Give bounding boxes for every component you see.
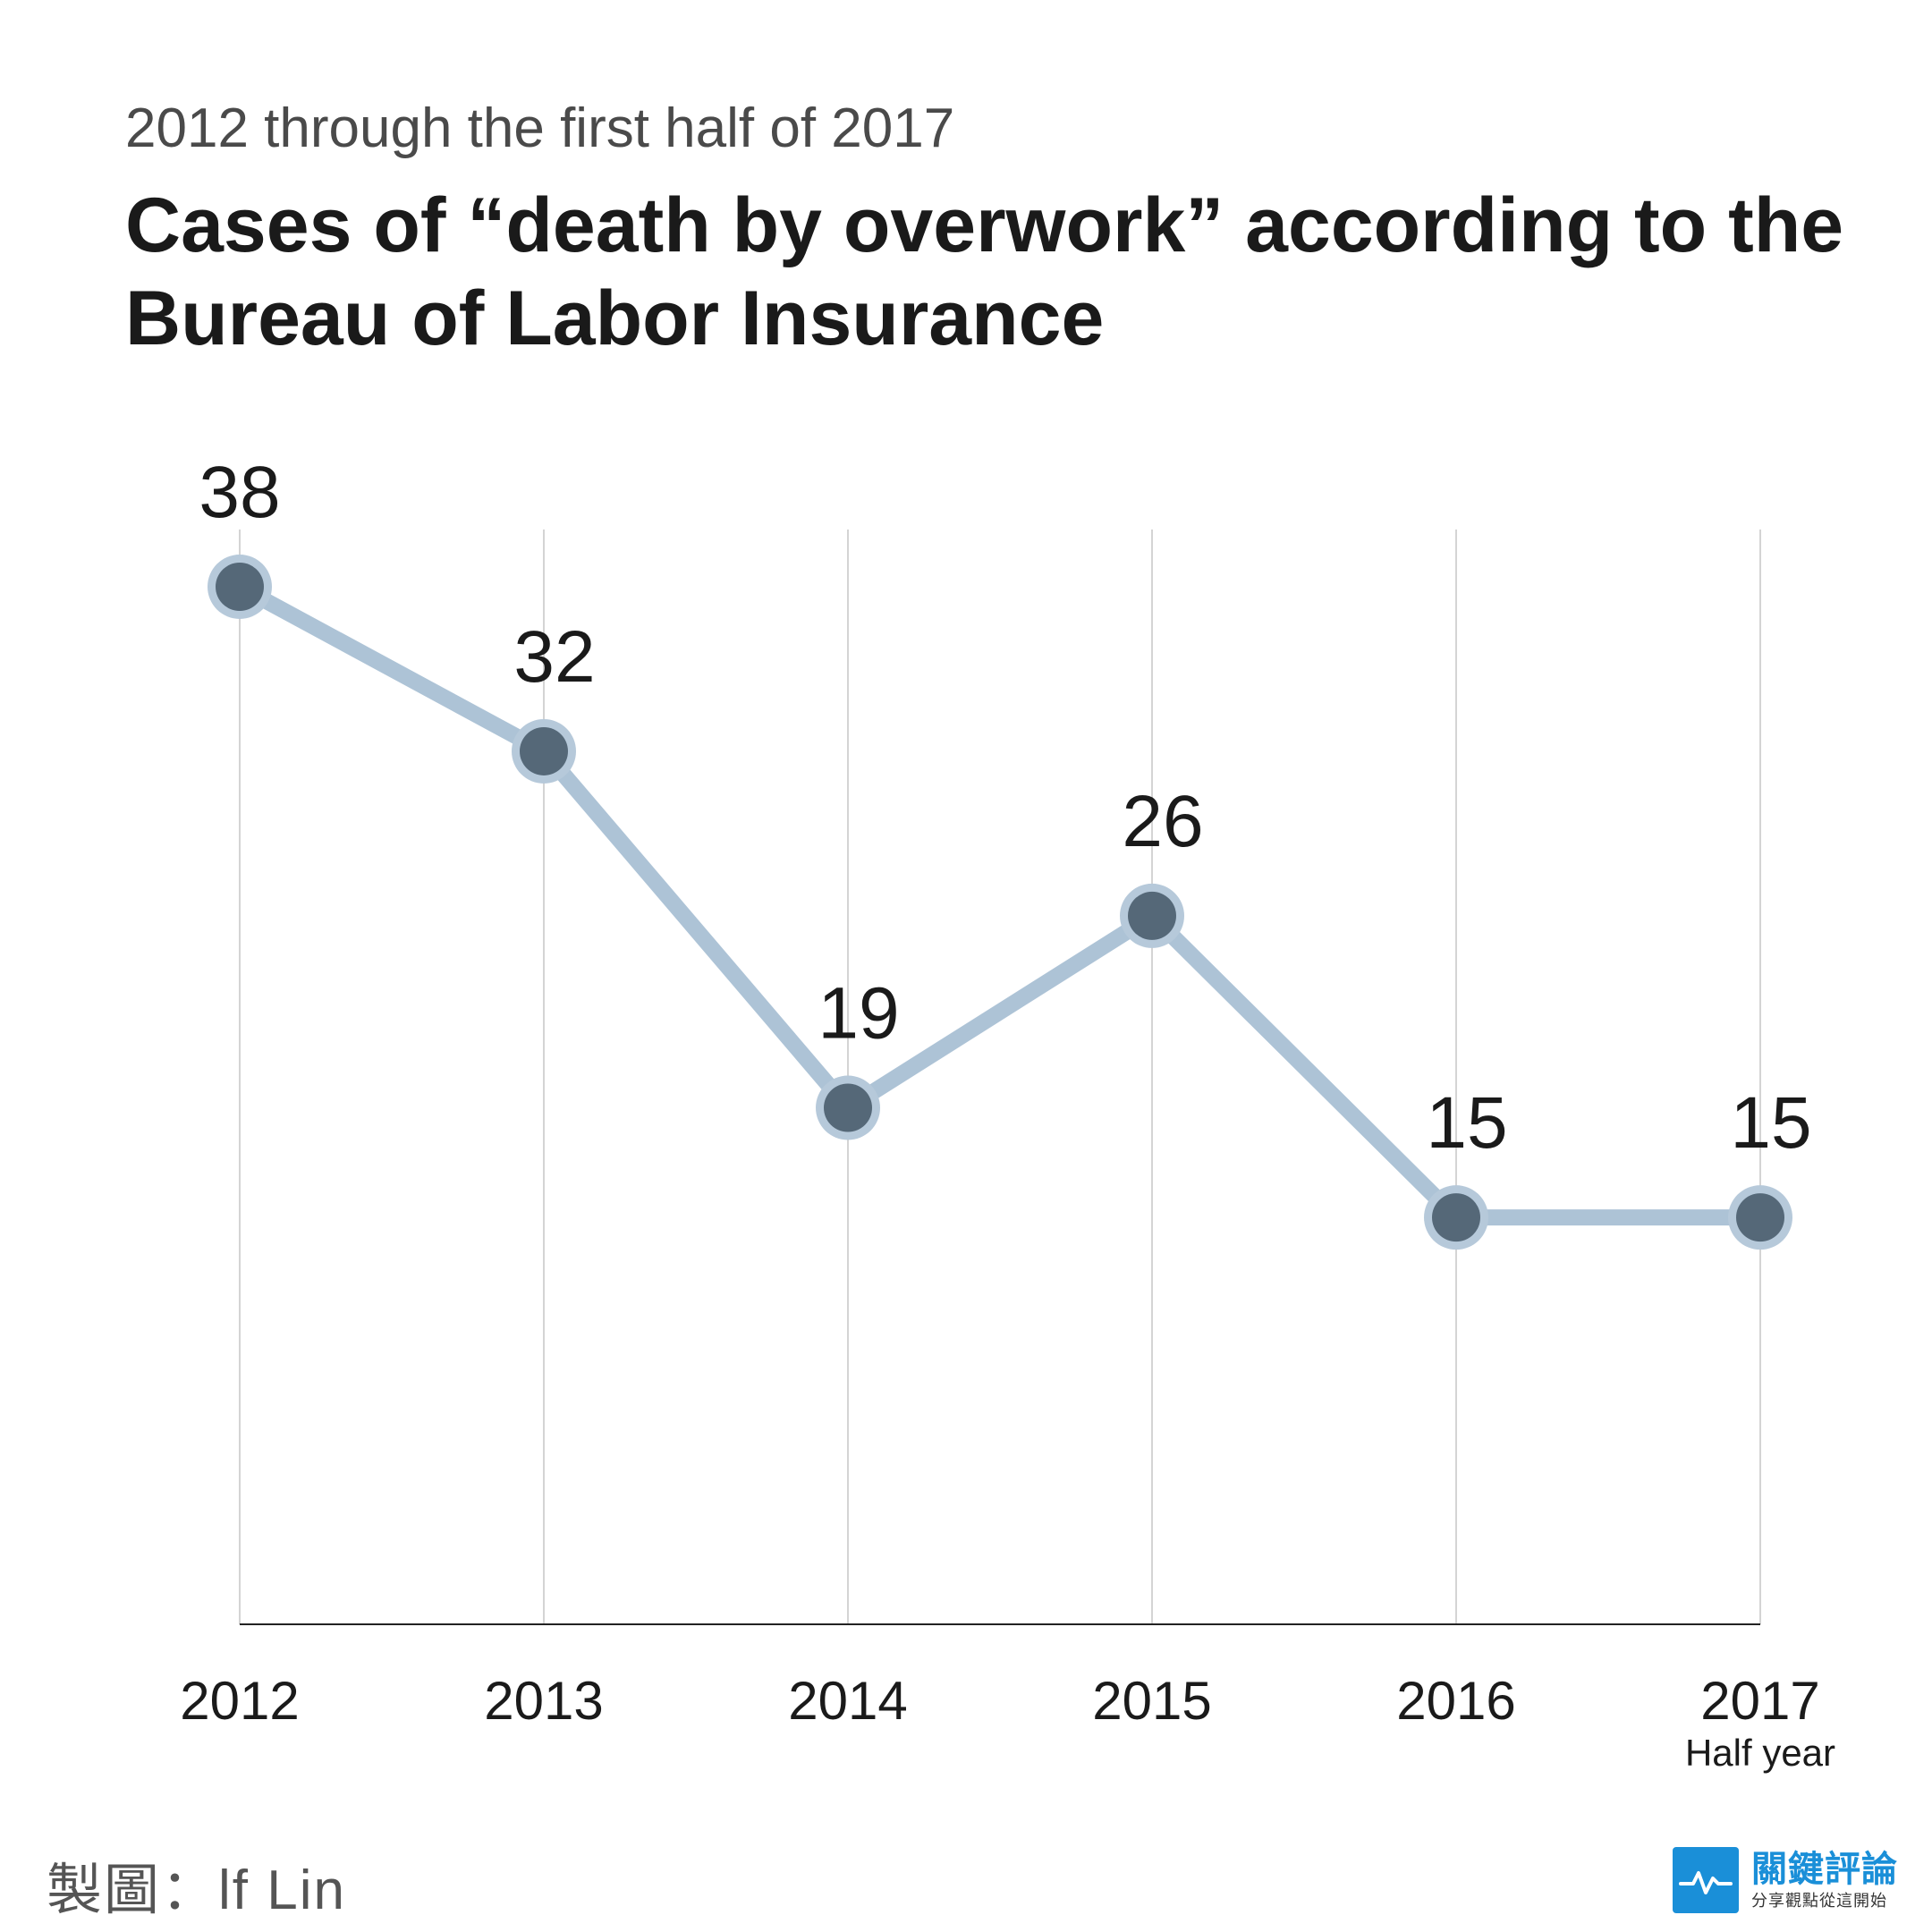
data-point-2015	[1120, 883, 1184, 948]
data-point-2014	[816, 1075, 880, 1140]
grid-lines	[239, 530, 1761, 1625]
x-tick-note-2017: Half year	[1685, 1732, 1835, 1774]
marker-dot	[824, 1083, 872, 1132]
data-point-2017	[1728, 1185, 1792, 1250]
pulse-line-icon	[1673, 1847, 1739, 1913]
marker-dot	[1128, 891, 1176, 940]
series-line-cases	[232, 579, 1768, 1226]
chart-subtitle: 2012 through the first half of 2017	[125, 97, 955, 159]
logo-name: 關鍵評論	[1751, 1850, 1898, 1889]
data-points	[208, 555, 1792, 1250]
data-label-2012: 38	[199, 452, 280, 533]
marker-dot	[520, 726, 568, 775]
x-tick-label-2015: 2015	[1092, 1671, 1211, 1731]
data-point-2012	[208, 555, 272, 619]
x-tick-label-2014: 2014	[788, 1671, 907, 1731]
x-tick-label-2017: 2017	[1700, 1671, 1819, 1731]
marker-dot	[1432, 1193, 1480, 1242]
chart-credit: 製圖：lf Lin	[47, 1860, 346, 1921]
brand-logo[interactable]: 關鍵評論 分享觀點從這開始	[1673, 1847, 1898, 1913]
x-tick-label-2016: 2016	[1396, 1671, 1515, 1731]
data-point-2013	[512, 718, 576, 784]
data-labels: 38 32 19 26 15 15	[199, 452, 1811, 1164]
data-label-2014: 19	[818, 973, 899, 1055]
data-label-2013: 32	[513, 616, 595, 698]
data-point-2016	[1424, 1185, 1488, 1250]
marker-dot	[216, 563, 264, 611]
chart-title: Cases of “death by overwork” according t…	[125, 182, 1844, 361]
data-label-2015: 26	[1122, 781, 1203, 862]
logo-tagline: 分享觀點從這開始	[1751, 1892, 1887, 1910]
marker-dot	[1736, 1193, 1784, 1242]
data-label-2017: 15	[1730, 1082, 1811, 1164]
series-line	[232, 579, 1768, 1226]
x-tick-label-2012: 2012	[180, 1671, 299, 1731]
data-label-2016: 15	[1426, 1082, 1507, 1164]
x-tick-label-2013: 2013	[484, 1671, 603, 1731]
